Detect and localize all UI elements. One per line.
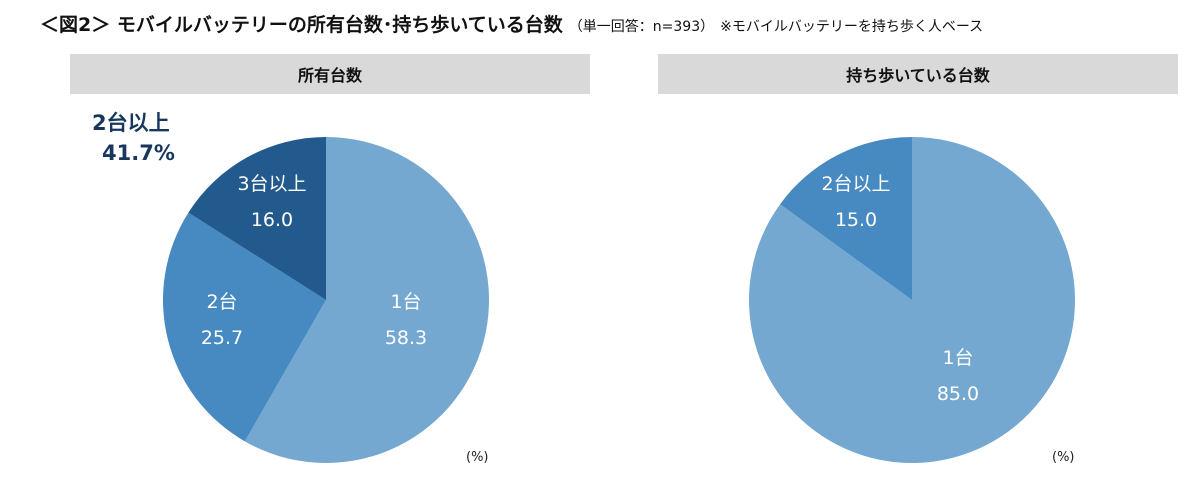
pie1-slice-2 (162, 212, 326, 442)
pie1-slice-1 (244, 137, 489, 463)
title-main: ＜図2＞ モバイルバッテリーの所有台数･持ち歩いている台数 (40, 14, 563, 36)
title-note: ※モバイルバッテリーを持ち歩く人ベース (720, 19, 984, 35)
chart1-unit: (%) (466, 450, 489, 465)
slice-label-2-or-more: 2台以上 15.0 (821, 173, 891, 231)
slice-label-3: 3台以上 16.0 (237, 173, 307, 231)
title-sample: （単一回答：n=393） (568, 19, 715, 35)
chart2-header: 持ち歩いている台数 (658, 54, 1178, 94)
pie2-slice-1 (749, 137, 1075, 463)
pie1-slice-3 (188, 137, 326, 300)
slice-label-2: 2台 25.7 (200, 291, 244, 349)
figure-title: ＜図2＞ モバイルバッテリーの所有台数･持ち歩いている台数 （単一回答：n=393… (40, 10, 983, 37)
pie2-slice-2 (780, 137, 912, 300)
slice-label-1: 1台 58.3 (384, 291, 428, 349)
callout-label: 2台以上 (92, 111, 170, 135)
chart1-header: 所有台数 (70, 54, 590, 94)
callout-value: 41.7% (102, 141, 175, 165)
slice-label-1: 1台 85.0 (936, 347, 980, 405)
chart2-unit: (%) (1052, 450, 1075, 465)
callout-2-or-more: 2台以上 41.7% (92, 108, 175, 168)
